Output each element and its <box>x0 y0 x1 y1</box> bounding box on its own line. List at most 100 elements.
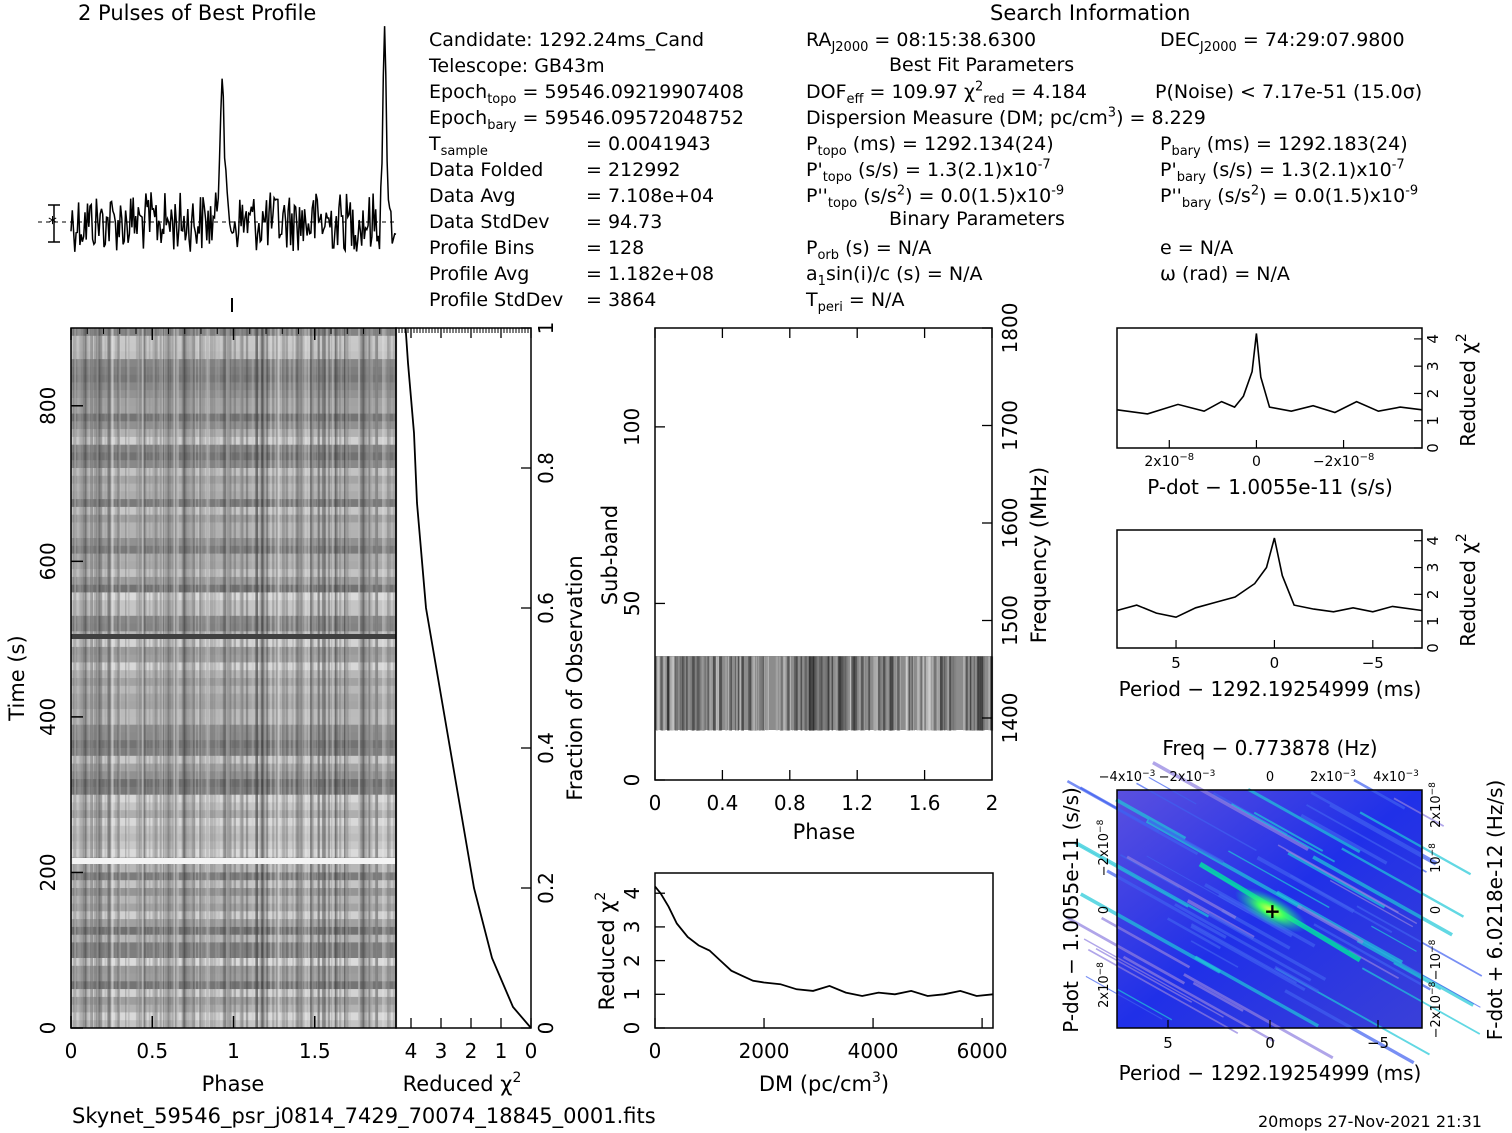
time-phase-column <box>118 328 120 1028</box>
subband-column <box>703 656 705 731</box>
time-phase-column <box>241 328 244 1028</box>
time-phase-column <box>227 328 231 1028</box>
time-phase-column <box>283 328 285 1028</box>
time-phase-column <box>322 328 326 1028</box>
subband-column <box>713 656 716 731</box>
time-phase-row <box>71 810 396 819</box>
time-phase-dark-row <box>71 634 396 639</box>
subband-column <box>657 656 660 731</box>
p-pdot-streak <box>1065 915 1186 985</box>
period-xtick: 5 <box>1171 654 1181 672</box>
ppmap-ytick: −2x10−8 <box>1096 819 1112 876</box>
time-phase-row <box>71 911 396 920</box>
porb-line: Porb (s) = N/A <box>806 237 932 263</box>
subband-column <box>684 656 686 731</box>
subband-column <box>761 656 764 731</box>
ppmap-ylabel: P-dot − 1.0055e-11 (s/s) <box>1059 787 1083 1033</box>
time-phase-column <box>95 328 99 1028</box>
time-chi2-xlabel: Reduced χ2 <box>403 1070 522 1096</box>
tsample-label: Tsample <box>429 133 488 159</box>
time-phase-column <box>164 328 166 1028</box>
time-phase-column <box>330 328 334 1028</box>
ppmap-ytick: 2x10−8 <box>1096 962 1112 1008</box>
time-phase-row <box>71 670 396 679</box>
time-phase-column <box>174 328 177 1028</box>
dm-xlabel: DM (pc/cm3) <box>759 1070 889 1096</box>
subband-column <box>719 656 723 731</box>
time-phase-column <box>239 328 241 1028</box>
time-phase-row <box>71 382 396 391</box>
time-phase-row <box>71 600 396 609</box>
time-phase-column <box>111 328 114 1028</box>
time-phase-column <box>359 328 362 1028</box>
time-phase-column <box>199 328 202 1028</box>
time-phase-column <box>191 328 194 1028</box>
dm-ytick: 3 <box>620 921 644 934</box>
profile-std-value: = 3864 <box>586 289 657 311</box>
time-phase-column <box>226 328 230 1028</box>
subband-column <box>800 656 803 731</box>
time-phase-column <box>74 328 76 1028</box>
period-ytick: 1 <box>1424 616 1442 626</box>
subband-column <box>924 656 927 731</box>
time-phase-xtick: 0 <box>65 1039 78 1063</box>
p-pdot-streak <box>1085 975 1163 1020</box>
subband-column <box>954 656 957 731</box>
subband-column <box>838 656 840 731</box>
time-phase-column <box>283 328 286 1028</box>
time-phase-ytick: 400 <box>36 698 60 736</box>
subband-column <box>893 656 896 731</box>
time-phase-row <box>71 864 396 873</box>
ptopo-line: Ptopo (ms) = 1292.134(24) <box>806 133 1054 159</box>
time-phase-row <box>71 973 396 982</box>
frequency-ytick: 1800 <box>998 303 1022 354</box>
time-phase-column <box>128 328 130 1028</box>
time-phase-column <box>328 328 330 1028</box>
pdot-ytick: 2 <box>1424 389 1442 399</box>
time-phase-column <box>215 328 217 1028</box>
time-phase-column <box>278 328 280 1028</box>
time-phase-column <box>326 328 328 1028</box>
pddbary-line: P''bary (s/s2) = 0.0(1.5)x10-9 <box>1160 183 1419 211</box>
subband-column <box>734 656 737 731</box>
pdot-ylabel: Reduced χ2 <box>1454 333 1480 447</box>
time-phase-column <box>383 328 386 1028</box>
subband-column <box>971 656 974 731</box>
fraction-ytick: 0.8 <box>534 452 558 484</box>
p-pdot-streak <box>1136 782 1257 852</box>
profile-bins-value: = 128 <box>586 237 645 259</box>
time-phase-column <box>173 328 176 1028</box>
time-phase-row <box>71 825 396 835</box>
time-phase-row <box>71 802 396 811</box>
time-phase-xtick: 0.5 <box>136 1039 168 1063</box>
subband-xlabel: Phase <box>793 820 856 844</box>
time-phase-row <box>71 639 396 648</box>
subband-column <box>836 656 840 731</box>
period-chi2-plot: 0 1 2 3 4 5 0 −5 <box>1116 529 1442 672</box>
time-phase-column <box>376 328 378 1028</box>
search-info-title: Search Information <box>990 1 1191 25</box>
time-phase-column <box>308 328 311 1028</box>
dm-line-text: Dispersion Measure (DM; pc/cm3) = 8.229 <box>806 105 1206 129</box>
fraction-ytick: 0 <box>534 1022 558 1035</box>
time-phase-column <box>314 328 316 1028</box>
time-chi2-xtick: 3 <box>435 1039 448 1063</box>
pnoise-line: P(Noise) < 7.17e-51 (15.0σ) <box>1155 81 1423 103</box>
dm-ytick: 2 <box>620 954 644 967</box>
time-phase-column <box>163 328 166 1028</box>
dm-xtick: 0 <box>649 1039 662 1063</box>
p-pdot-streak <box>1207 912 1327 981</box>
time-phase-column <box>375 328 379 1028</box>
p-pdot-streak <box>1359 811 1472 876</box>
dm-ytick: 1 <box>620 988 644 1001</box>
time-phase-column <box>371 328 373 1028</box>
time-phase-column <box>261 328 264 1028</box>
dm-xtick: 4000 <box>848 1039 899 1063</box>
subband-column <box>709 656 712 731</box>
profile-baseline-marker: * <box>48 213 57 234</box>
data-folded-label: Data Folded <box>429 159 544 181</box>
time-phase-row <box>71 646 396 656</box>
time-phase-column <box>168 328 170 1028</box>
dm-ytick: 4 <box>620 887 644 900</box>
time-phase-row <box>71 965 396 975</box>
